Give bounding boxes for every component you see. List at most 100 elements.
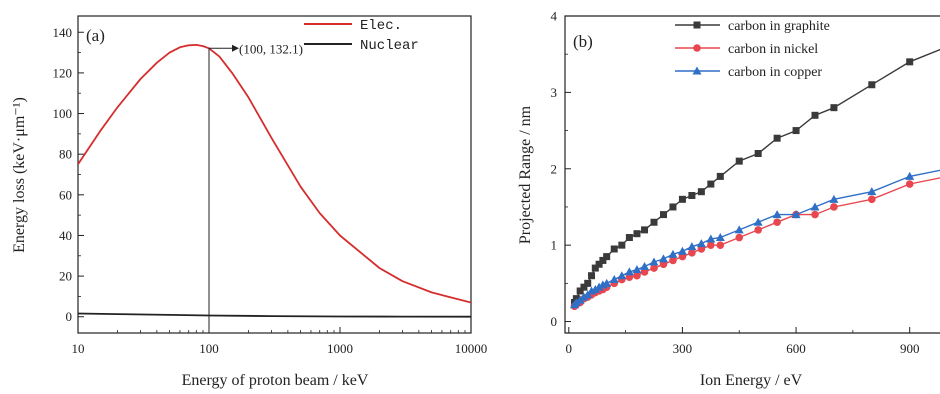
legend-label-copper: carbon in copper	[728, 65, 822, 80]
y-axis-label-a: Energy loss (keV·μm⁻¹)	[11, 97, 28, 253]
data-point-copper	[649, 257, 659, 266]
data-point-copper	[753, 217, 763, 226]
data-point-copper	[706, 234, 716, 243]
data-point-graphite	[591, 264, 599, 272]
legend-label-elec: Elec.	[360, 18, 402, 34]
data-point-graphite	[716, 172, 724, 180]
series-line-graphite	[573, 48, 940, 303]
data-point-copper	[677, 246, 687, 255]
series-line-nickel	[574, 177, 940, 307]
data-point-copper	[617, 271, 627, 280]
data-point-nickel	[754, 226, 762, 234]
y-tick-label-b: 2	[551, 161, 558, 176]
data-point-copper	[905, 171, 915, 180]
data-point-copper	[772, 210, 782, 219]
y-tick-label-a: 80	[59, 147, 72, 162]
data-point-nickel	[716, 241, 725, 249]
tick-group-b: 0 300 600 900 0 1 2 3 4	[551, 9, 920, 357]
data-point-graphite	[792, 127, 800, 135]
data-point-graphite	[868, 81, 876, 89]
data-point-copper	[829, 194, 839, 203]
data-point-copper	[696, 239, 706, 248]
data-point-copper	[590, 284, 600, 293]
data-point-copper	[579, 292, 589, 301]
chart-panel-b: 0 300 600 900 0 1 2 3 4 (b) Ion Energy / eV Proj…	[517, 9, 940, 389]
x-tick-label-b: 300	[673, 341, 693, 356]
data-point-copper	[791, 210, 801, 219]
data-point-graphite	[830, 104, 838, 112]
panel-label-a: (a)	[86, 26, 105, 45]
data-point-graphite	[697, 188, 705, 196]
data-point-graphite	[707, 180, 715, 188]
x-tick-label-b: 900	[900, 341, 920, 356]
series-line-elec	[78, 44, 471, 304]
chart-panel-a: 10 100 1000 10000 0 20 40 60 80 100 120 140 (100, 1…	[11, 15, 488, 389]
data-point-copper	[571, 297, 581, 306]
data-point-graphite	[580, 283, 588, 291]
data-point-graphite	[688, 192, 696, 200]
data-point-nickel	[868, 195, 876, 204]
data-point-graphite	[584, 279, 592, 287]
x-axis-label-b: Ion Energy / eV	[700, 372, 803, 389]
series-line-nuclear	[78, 312, 471, 318]
legend-marker-nickel	[693, 44, 701, 52]
y-tick-label-a: 100	[53, 106, 73, 121]
annotation-label: (100, 132.1)	[239, 41, 303, 56]
data-point-graphite	[669, 203, 677, 211]
data-point-graphite	[595, 260, 603, 268]
legend-label-nuclear: Nuclear	[360, 38, 419, 54]
data-point-copper	[715, 233, 725, 242]
data-point-graphite	[659, 211, 667, 219]
data-point-graphite	[678, 195, 686, 203]
data-point-copper	[687, 242, 697, 251]
data-point-graphite	[633, 230, 641, 238]
data-point-nickel	[735, 233, 744, 242]
data-point-copper	[658, 254, 668, 263]
y-tick-label-a: 40	[59, 228, 72, 243]
data-point-nickel	[633, 271, 641, 280]
data-point-graphite	[773, 134, 781, 142]
data-point-graphite	[735, 157, 743, 165]
data-point-graphite	[641, 226, 649, 234]
annotation-arrowhead	[232, 44, 239, 52]
data-point-graphite	[576, 287, 584, 295]
data-point-copper	[632, 265, 642, 274]
data-point-nickel	[688, 248, 696, 257]
x-tick-label-a: 100	[199, 341, 219, 356]
x-tick-label-a: 10	[72, 341, 85, 356]
series-group-a	[78, 44, 471, 318]
data-point-graphite	[754, 149, 762, 157]
y-tick-label-a: 120	[53, 65, 73, 80]
data-point-copper	[640, 262, 650, 271]
data-point-graphite	[603, 253, 611, 261]
data-point-graphite	[618, 241, 626, 249]
series-group-b	[569, 48, 940, 311]
data-point-nickel	[773, 218, 781, 227]
data-point-nickel	[707, 241, 715, 249]
y-tick-label-b: 3	[551, 85, 558, 100]
y-tick-label-a: 140	[53, 25, 73, 40]
data-point-copper	[624, 267, 634, 276]
data-point-copper	[609, 275, 619, 284]
data-point-nickel	[669, 256, 677, 265]
data-point-copper	[810, 202, 820, 211]
panel-label-b: (b)	[573, 32, 593, 51]
data-point-graphite	[625, 234, 633, 242]
data-point-nickel	[830, 203, 838, 211]
tick-group-a: 10 100 1000 10000 0 20 40 60 80 100 120 140	[53, 25, 488, 356]
legend-marker-copper	[692, 66, 702, 75]
data-point-nickel	[650, 264, 658, 272]
x-axis-label-a: Energy of proton beam / keV	[182, 372, 369, 389]
data-point-nickel	[811, 210, 819, 219]
x-tick-label-b: 600	[786, 341, 806, 356]
data-point-graphite	[610, 245, 618, 253]
data-point-graphite	[588, 272, 596, 280]
annotation-group-a: (100, 132.1)	[208, 41, 303, 333]
data-point-copper	[734, 225, 744, 234]
y-tick-label-a: 20	[59, 269, 72, 284]
data-point-graphite	[906, 58, 914, 66]
x-tick-label-a: 1000	[327, 341, 353, 356]
legend-label-nickel: carbon in nickel	[728, 42, 818, 57]
data-point-nickel	[905, 180, 914, 188]
